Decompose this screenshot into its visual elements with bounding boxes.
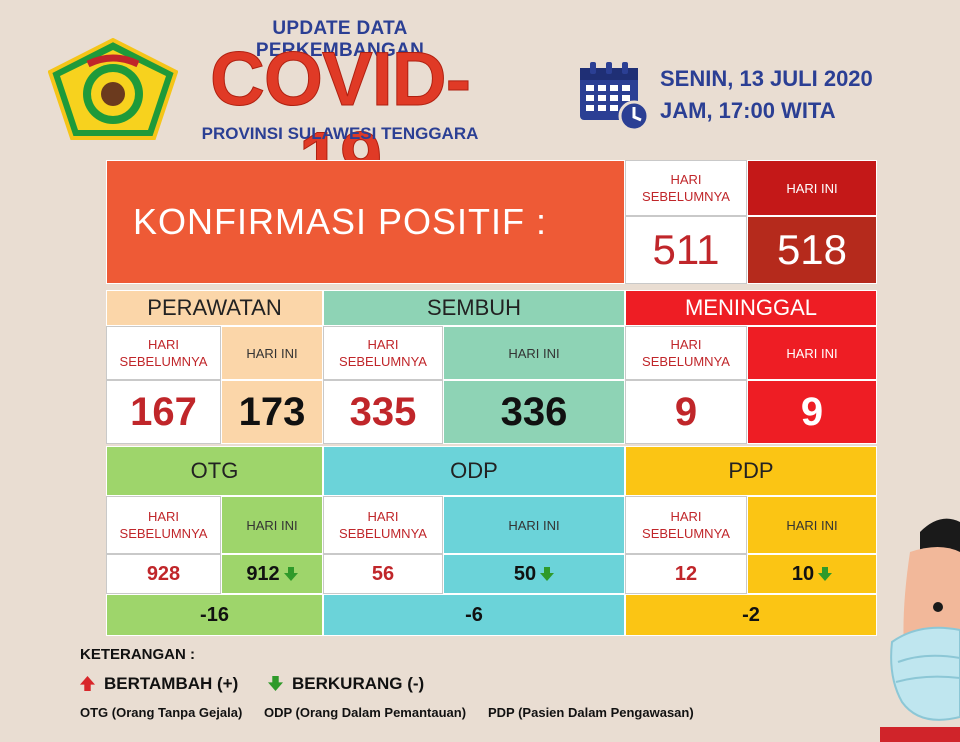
- konfirmasi-today-number: 518: [776, 226, 848, 273]
- konfirmasi-today-value: 518: [747, 216, 877, 284]
- header-title-main: COVID-19: [210, 37, 472, 200]
- perawatan-header: PERAWATAN: [106, 290, 323, 326]
- otg-prev-label: HARI SEBELUMNYA: [106, 496, 221, 554]
- legend-odp-def: ODP (Orang Dalam Pemantauan): [264, 705, 467, 720]
- perawatan-prev-value: 167: [106, 380, 221, 444]
- pdp-prev-number: 12: [674, 562, 698, 585]
- odp-prev-value: 56: [323, 554, 443, 594]
- odp-prev-label: HARI SEBELUMNYA: [323, 496, 443, 554]
- prev-label-text: HARI SEBELUMNYA: [339, 509, 427, 541]
- otg-prev-number: 928: [146, 562, 181, 585]
- pdp-header: PDP: [625, 446, 877, 496]
- sembuh-prev-number: 335: [349, 389, 417, 434]
- odp-diff-number: -6: [465, 603, 483, 626]
- meninggal-today-value: 9: [747, 380, 877, 444]
- today-label-text: HARI INI: [246, 345, 298, 361]
- pdp-today-value: 10: [747, 554, 877, 594]
- masked-person-illustration: [880, 518, 960, 742]
- header-title-sub: PROVINSI SULAWESI TENGGARA: [201, 124, 479, 143]
- odp-today-value: 50: [443, 554, 625, 594]
- konfirmasi-today-label: HARI INI: [747, 160, 877, 216]
- calendar-icon: [580, 62, 650, 132]
- today-label-text: HARI INI: [786, 180, 838, 196]
- date-label: SENIN, 13 JULI 2020: [660, 66, 873, 91]
- perawatan-title: PERAWATAN: [147, 295, 282, 320]
- prev-label-text: HARI SEBELUMNYA: [119, 337, 208, 369]
- meninggal-header: MENINGGAL: [625, 290, 877, 326]
- pdp-diff-number: -2: [742, 603, 760, 626]
- sembuh-today-value: 336: [443, 380, 625, 444]
- prev-label-text: HARI SEBELUMNYA: [642, 509, 730, 541]
- otg-today-number: 912: [246, 562, 280, 585]
- prev-label-text: HARI SEBELUMNYA: [119, 509, 208, 541]
- arrow-up-icon: [80, 676, 95, 691]
- odp-diff: -6: [323, 594, 625, 636]
- sembuh-prev-label: HARI SEBELUMNYA: [323, 326, 443, 380]
- time-label: JAM, 17:00 WITA: [660, 98, 836, 123]
- otg-diff-number: -16: [200, 603, 229, 626]
- prev-label-text: HARI SEBELUMNYA: [642, 337, 730, 369]
- otg-prev-value: 928: [106, 554, 221, 594]
- meninggal-prev-value: 9: [625, 380, 747, 444]
- perawatan-today-value: 173: [221, 380, 323, 444]
- province-logo: [48, 38, 178, 140]
- legend-down-label: BERKURANG (-): [292, 674, 425, 693]
- odp-today-label: HARI INI: [443, 496, 625, 554]
- header-title-top: UPDATE DATA PERKEMBANGAN: [255, 18, 425, 61]
- arrow-down-icon: [283, 567, 298, 581]
- prev-label-text: HARI SEBELUMNYA: [339, 337, 427, 369]
- today-label-text: HARI INI: [508, 345, 560, 361]
- perawatan-prev-number: 167: [130, 389, 197, 434]
- perawatan-prev-label: HARI SEBELUMNYA: [106, 326, 221, 380]
- today-label-text: HARI INI: [246, 517, 298, 533]
- konfirmasi-prev-value: 511: [625, 216, 747, 284]
- arrow-down-icon: [818, 567, 833, 581]
- odp-today-number: 50: [513, 562, 537, 585]
- otg-today-label: HARI INI: [221, 496, 323, 554]
- perawatan-today-label: HARI INI: [221, 326, 323, 380]
- legend-pdp-def: PDP (Pasien Dalam Pengawasan): [488, 705, 694, 720]
- pdp-prev-label: HARI SEBELUMNYA: [625, 496, 747, 554]
- otg-today-value: 912: [221, 554, 323, 594]
- meninggal-today-label: HARI INI: [747, 326, 877, 380]
- meninggal-title: MENINGGAL: [684, 295, 818, 320]
- konfirmasi-prev-number: 511: [652, 226, 720, 273]
- pdp-prev-value: 12: [625, 554, 747, 594]
- legend-title: KETERANGAN :: [80, 646, 195, 663]
- otg-diff: -16: [106, 594, 323, 636]
- odp-title: ODP: [450, 458, 498, 483]
- meninggal-prev-number: 9: [674, 389, 698, 434]
- arrow-down-icon: [268, 676, 283, 691]
- prev-label-text: HARI SEBELUMNYA: [642, 172, 730, 204]
- konfirmasi-title: KONFIRMASI POSITIF :: [106, 160, 625, 284]
- pdp-title: PDP: [728, 458, 774, 483]
- legend-otg-def: OTG (Orang Tanpa Gejala): [80, 705, 243, 720]
- meninggal-today-number: 9: [800, 389, 824, 434]
- legend-up-label: BERTAMBAH (+): [104, 674, 239, 693]
- perawatan-today-number: 173: [238, 389, 306, 434]
- today-label-text: HARI INI: [786, 345, 838, 361]
- today-label-text: HARI INI: [786, 517, 838, 533]
- konfirmasi-title-text: KONFIRMASI POSITIF :: [133, 201, 548, 242]
- sembuh-title: SEMBUH: [426, 295, 522, 320]
- sembuh-today-label: HARI INI: [443, 326, 625, 380]
- arrow-down-icon: [540, 567, 555, 581]
- konfirmasi-prev-label: HARI SEBELUMNYA: [625, 160, 747, 216]
- odp-prev-number: 56: [371, 562, 395, 585]
- today-label-text: HARI INI: [508, 517, 560, 533]
- pdp-today-number: 10: [791, 562, 815, 585]
- otg-header: OTG: [106, 446, 323, 496]
- meninggal-prev-label: HARI SEBELUMNYA: [625, 326, 747, 380]
- otg-title: OTG: [190, 458, 239, 483]
- odp-header: ODP: [323, 446, 625, 496]
- pdp-today-label: HARI INI: [747, 496, 877, 554]
- pdp-diff: -2: [625, 594, 877, 636]
- sembuh-header: SEMBUH: [323, 290, 625, 326]
- sembuh-prev-value: 335: [323, 380, 443, 444]
- sembuh-today-number: 336: [500, 389, 568, 434]
